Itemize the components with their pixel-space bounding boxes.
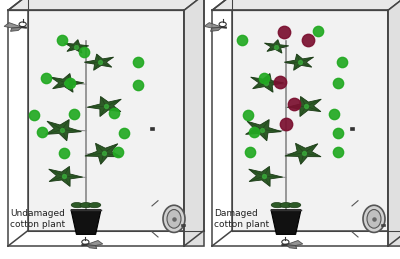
Polygon shape xyxy=(286,245,297,249)
Bar xyxy=(350,127,354,130)
Polygon shape xyxy=(204,23,222,28)
Polygon shape xyxy=(85,143,121,164)
Point xyxy=(239,38,245,42)
Ellipse shape xyxy=(80,203,92,208)
Point xyxy=(339,60,345,64)
Point xyxy=(301,151,307,155)
Point xyxy=(251,130,257,134)
Polygon shape xyxy=(287,96,321,117)
Polygon shape xyxy=(4,23,22,28)
Polygon shape xyxy=(10,27,22,31)
Ellipse shape xyxy=(280,203,292,208)
Ellipse shape xyxy=(367,210,381,228)
Point xyxy=(247,149,253,154)
Polygon shape xyxy=(246,119,282,141)
Point xyxy=(135,60,141,64)
Polygon shape xyxy=(71,210,101,234)
Point xyxy=(67,81,73,85)
Ellipse shape xyxy=(167,210,181,228)
Bar xyxy=(181,224,185,226)
Point xyxy=(63,81,69,85)
Point xyxy=(101,151,107,155)
Point xyxy=(303,104,309,108)
Point xyxy=(273,45,279,49)
Ellipse shape xyxy=(271,203,283,208)
Polygon shape xyxy=(84,54,114,70)
Point xyxy=(103,104,109,108)
Point xyxy=(331,112,337,116)
Point xyxy=(61,151,67,155)
Text: Damaged
cotton plant: Damaged cotton plant xyxy=(214,209,269,229)
Point xyxy=(281,30,287,34)
Point xyxy=(245,113,251,117)
Point xyxy=(61,174,67,178)
Ellipse shape xyxy=(89,203,101,208)
Ellipse shape xyxy=(163,205,185,233)
Point xyxy=(59,127,65,132)
Point xyxy=(59,38,65,42)
Point xyxy=(305,38,311,42)
Point xyxy=(261,174,267,178)
Point xyxy=(371,217,377,221)
Polygon shape xyxy=(286,240,303,246)
Point xyxy=(71,112,77,116)
Point xyxy=(43,76,49,80)
Point xyxy=(171,217,177,221)
Polygon shape xyxy=(251,74,284,92)
Polygon shape xyxy=(87,96,121,117)
Ellipse shape xyxy=(71,203,83,208)
Text: Undamaged
cotton plant: Undamaged cotton plant xyxy=(10,209,65,229)
Point xyxy=(261,76,267,80)
Polygon shape xyxy=(249,166,283,186)
Point xyxy=(335,81,341,85)
Polygon shape xyxy=(284,54,314,70)
Polygon shape xyxy=(271,210,301,234)
Point xyxy=(283,122,289,126)
Point xyxy=(111,111,117,115)
Point xyxy=(121,131,127,135)
Point xyxy=(39,130,45,134)
Point xyxy=(97,60,103,64)
Polygon shape xyxy=(264,40,289,53)
Point xyxy=(31,113,37,117)
Point xyxy=(73,45,79,49)
Bar xyxy=(232,10,388,231)
Point xyxy=(81,50,87,54)
Point xyxy=(263,81,269,85)
Polygon shape xyxy=(86,245,97,249)
Polygon shape xyxy=(86,240,103,246)
Polygon shape xyxy=(46,119,82,141)
Point xyxy=(259,127,265,132)
Polygon shape xyxy=(285,143,321,164)
Bar xyxy=(28,10,184,231)
Polygon shape xyxy=(210,27,222,31)
Point xyxy=(291,102,297,106)
Point xyxy=(335,149,341,154)
Polygon shape xyxy=(388,0,400,246)
Bar xyxy=(381,224,385,226)
Polygon shape xyxy=(8,0,204,10)
Bar xyxy=(150,127,154,130)
Polygon shape xyxy=(51,74,84,92)
Ellipse shape xyxy=(363,205,385,233)
Polygon shape xyxy=(212,0,400,10)
Ellipse shape xyxy=(289,203,301,208)
Polygon shape xyxy=(64,40,89,53)
Polygon shape xyxy=(184,0,204,246)
Point xyxy=(115,149,121,154)
Point xyxy=(135,83,141,88)
Point xyxy=(315,29,321,33)
Polygon shape xyxy=(49,166,83,186)
Point xyxy=(277,80,283,84)
Point xyxy=(297,60,303,64)
Point xyxy=(335,131,341,135)
